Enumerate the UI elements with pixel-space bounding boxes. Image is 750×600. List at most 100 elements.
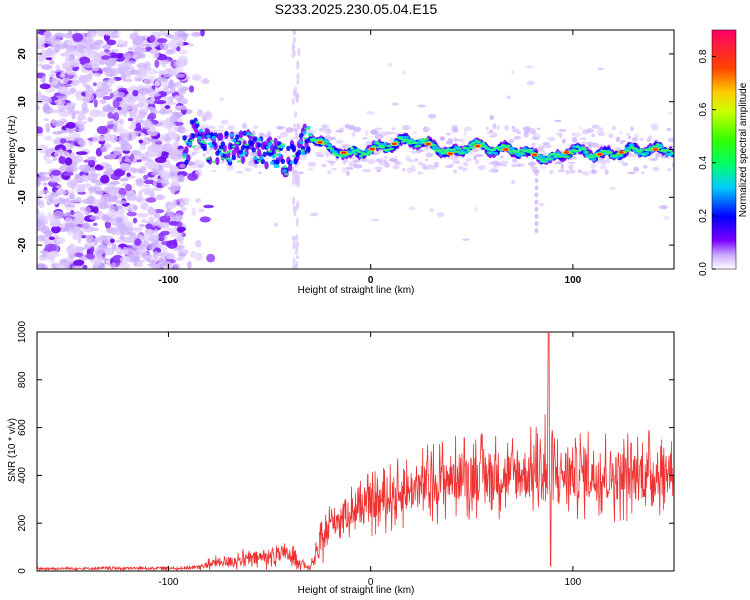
spectrogram-noise-blob — [83, 62, 94, 69]
spectrogram-ridge-blob — [464, 147, 469, 150]
spectrogram-noise-blob — [49, 219, 62, 228]
spectrogram-noise-blob — [154, 156, 167, 164]
spectrogram-noise-blob — [163, 235, 168, 240]
spectrogram-ridge-blob — [602, 149, 608, 153]
spectrogram-stripe-blob — [292, 239, 296, 248]
spectrogram-ridge-blob — [653, 145, 659, 148]
spectrogram-faint-blob — [671, 162, 674, 169]
spectrogram-ridge-blob — [302, 136, 307, 140]
spectrogram-noise-blob — [69, 243, 74, 250]
spectrogram-faint-blob — [388, 158, 398, 162]
spectrogram-ridge-blob — [304, 127, 309, 130]
spectrogram-noise-blob — [188, 85, 195, 93]
spectrogram-ylabel: Frequency (Hz) — [7, 116, 18, 185]
spectrogram-faint-blob — [406, 167, 413, 174]
spectrogram-ridge-blob — [238, 138, 244, 141]
spectrogram-faint-blob — [202, 153, 206, 157]
spectrogram-faint-blob — [474, 158, 480, 165]
spectrogram-noise-blob — [119, 263, 131, 269]
spectrogram-faint-blob — [247, 160, 255, 167]
spectrogram-noise-blob — [171, 148, 181, 157]
spectrogram-faint-blob — [492, 163, 499, 168]
spectrogram-ridge-blob — [313, 138, 318, 142]
spectrogram-noise-blob — [106, 39, 117, 46]
spectrogram-ridge-blob — [380, 145, 386, 149]
spectrogram-noise-blob — [115, 97, 123, 102]
spectrogram-noise-blob — [81, 102, 88, 111]
spectrogram-faint-blob — [542, 144, 552, 149]
spectrogram-ridge-blob — [670, 152, 674, 155]
spectrogram-noise-blob — [37, 264, 47, 268]
spectrogram-noise-blob — [88, 159, 96, 166]
colorbar-ticks: 0.0 0.2 0.4 0.6 0.8 — [698, 49, 716, 276]
spectrogram-noise-blob — [39, 176, 49, 182]
spectrogram-noise-blob — [43, 154, 48, 161]
spectrogram-faint-blob — [428, 113, 437, 119]
spectrogram-noise-blob — [166, 239, 178, 249]
colorbar-tick-label: 0.6 — [698, 102, 709, 116]
spectrogram-faint-blob — [511, 180, 515, 185]
spectrogram-noise-blob — [38, 63, 43, 67]
spectrogram-faint-blob — [408, 206, 416, 211]
spectrogram-noise-blob — [181, 105, 187, 111]
spectrogram-ridge-blob — [300, 151, 306, 155]
spectrogram-peak — [447, 152, 453, 155]
spectrogram-noise-blob — [134, 238, 142, 246]
spectrogram-ridge-blob — [195, 121, 200, 124]
spectrogram-noise-blob — [37, 190, 44, 199]
spectrogram-noise-blob — [155, 178, 167, 184]
spectrogram-ridge-blob — [240, 145, 246, 151]
spectrogram-ridge-blob — [262, 151, 267, 157]
spectrogram-noise-blob — [130, 167, 138, 174]
spectrogram-noise-blob — [87, 117, 94, 122]
spectrogram-noise-blob — [69, 152, 76, 159]
spectrogram-ridge-blob — [517, 151, 522, 154]
spectrogram-peak — [503, 148, 509, 151]
spectrogram-noise-blob — [176, 46, 181, 52]
spectrogram-faint-blob — [605, 157, 611, 164]
spectrogram-ridge-blob — [417, 144, 422, 147]
spectrogram-faint-blob — [371, 218, 380, 222]
spectrogram-ridge-blob — [608, 151, 613, 154]
spectrogram-noise-blob — [100, 174, 110, 184]
spectrogram-noise-blob — [86, 236, 95, 244]
spectrogram-ridge-blob — [386, 144, 391, 148]
spectrogram-ridge-blob — [273, 153, 278, 156]
spectrogram-noise-blob — [48, 250, 60, 258]
spectrogram-ridge-blob — [249, 133, 255, 137]
spectrogram-faint-blob — [309, 212, 319, 217]
spectrogram-faint-blob — [198, 208, 205, 213]
spectrogram-noise-blob — [127, 231, 137, 236]
spectrogram-noise-blob — [109, 238, 115, 244]
spectrogram-ridge-blob — [424, 137, 429, 140]
spectrogram-faint-blob — [627, 171, 636, 175]
spectrogram-faint-blob — [364, 130, 369, 137]
spectrogram-faint-blob — [280, 131, 289, 138]
spectrogram-faint-blob — [567, 169, 576, 174]
spectrogram-faint-blob — [274, 222, 278, 227]
spectrogram-noise-blob — [76, 115, 86, 121]
spectrogram-ridge-blob — [553, 155, 559, 158]
spectrogram-noise-blob — [65, 121, 76, 129]
spectrogram-ridge-blob — [238, 153, 244, 158]
spectrogram-ridge-blob — [302, 130, 307, 135]
spectrogram-faint-blob — [591, 133, 595, 138]
spectrogram-noise-blob — [196, 109, 204, 118]
spectrogram-faint-blob — [374, 166, 383, 171]
spectrogram-noise-blob — [83, 228, 88, 233]
spectrogram-ridge-blob — [209, 144, 215, 149]
spectrogram-noise-blob — [85, 253, 94, 259]
spectrogram-noise-blob — [75, 217, 84, 224]
spectrogram-noise-blob — [75, 151, 88, 156]
spectrogram-ridge-blob — [542, 160, 548, 164]
spectrogram-faint-blob — [379, 161, 387, 166]
spectrogram-stripe-blob — [296, 60, 300, 71]
spectrogram-ridge-blob — [267, 136, 273, 145]
spectrogram-ridge-blob — [287, 163, 293, 172]
spectrogram-ridge-blob — [626, 149, 631, 153]
spectrogram-faint-blob — [436, 212, 445, 218]
spectrogram-noise-blob — [74, 252, 83, 258]
spectrogram-faint-blob — [193, 151, 200, 154]
colorbar-label: Normalized spectral amplitude — [738, 82, 749, 217]
spectrogram-ridge-blob — [189, 139, 195, 142]
